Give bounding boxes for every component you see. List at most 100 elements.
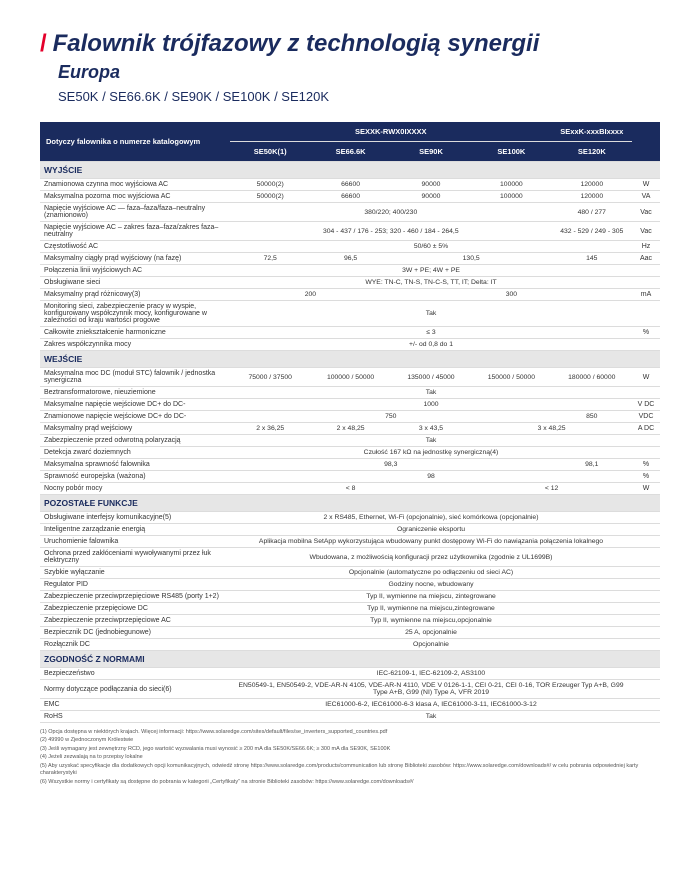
cell <box>632 639 660 651</box>
col-se66k: SE66.6K <box>310 142 390 162</box>
cell <box>632 548 660 567</box>
cell: 2 x RS485, Ethernet, Wi-Fi (opcjonalnie)… <box>230 512 632 524</box>
cell: % <box>632 327 660 339</box>
table-row: Bezpiecznik DC (jednobiegunowe)25 A, opc… <box>40 627 660 639</box>
col-se90k: SE90K <box>391 142 471 162</box>
cell: Obsługiwane sieci <box>40 277 230 289</box>
table-row: Obsługiwane interfejsy komunikacyjne(5)2… <box>40 512 660 524</box>
cell: Vac <box>632 203 660 222</box>
table-row: Maksymalna pozorna moc wyjściowa AC50000… <box>40 191 660 203</box>
cell: W <box>632 368 660 387</box>
cell: Napięcie wyjściowe AC — faza–faza/faza–n… <box>40 203 230 222</box>
cell: Maksymalny prąd różnicowy(3) <box>40 289 230 301</box>
table-row: Napięcie wyjściowe AC – zakres faza–faza… <box>40 222 660 241</box>
cell: 98,3 <box>230 459 552 471</box>
cell: Zabezpieczenie przeciwprzepięciowe AC <box>40 615 230 627</box>
cell: ≤ 3 <box>230 327 632 339</box>
cell: 100000 <box>471 179 551 191</box>
cell: Sprawność europejska (ważona) <box>40 471 230 483</box>
cell: Maksymalna pozorna moc wyjściowa AC <box>40 191 230 203</box>
cell: Maksymalny prąd wejściowy <box>40 423 230 435</box>
cell: 300 <box>391 289 632 301</box>
cell: Opcjonalnie <box>230 639 632 651</box>
cell: 750 <box>230 411 552 423</box>
cell: Całkowite zniekształcenie harmoniczne <box>40 327 230 339</box>
table-row: Zabezpieczenie przeciwprzepięciowe ACTyp… <box>40 615 660 627</box>
table-row: Maksymalny prąd wejściowy2 x 36,252 x 48… <box>40 423 660 435</box>
cell: Znamionowa czynna moc wyjściowa AC <box>40 179 230 191</box>
cell: EMC <box>40 699 230 711</box>
table-row: Zakres współczynnika mocy+/- od 0,8 do 1 <box>40 339 660 351</box>
cell: VA <box>632 191 660 203</box>
col-se50k: SE50K(1) <box>230 142 310 162</box>
footnote: (6) Wszystkie normy i certyfikaty są dos… <box>40 779 660 786</box>
table-row: Maksymalne napięcie wejściowe DC+ do DC-… <box>40 399 660 411</box>
table-row: Znamionowa czynna moc wyjściowa AC50000(… <box>40 179 660 191</box>
cell: 2 x 48,25 <box>310 423 390 435</box>
table-row: Monitoring sieci, zabezpieczenie pracy w… <box>40 301 660 327</box>
table-row: Regulator PIDGodziny nocne, wbudowany <box>40 579 660 591</box>
cell: Godziny nocne, wbudowany <box>230 579 632 591</box>
title-slash: / <box>40 30 47 58</box>
cell: Vac <box>632 222 660 241</box>
cell <box>632 579 660 591</box>
cell: Rozłącznik DC <box>40 639 230 651</box>
footnote: (3) Jeśli wymagany jest zewnętrzny RCD, … <box>40 746 660 753</box>
footnote: (4) Jeżeli zezwalają na to przepisy loka… <box>40 754 660 761</box>
cell <box>632 591 660 603</box>
cell: < 12 <box>471 483 632 495</box>
cell <box>632 536 660 548</box>
cell: Połączenia linii wyjściowych AC <box>40 265 230 277</box>
cell: A DC <box>632 423 660 435</box>
cell: 200 <box>230 289 391 301</box>
section-input: WEJŚCIE <box>40 351 660 368</box>
cell: 850 <box>552 411 632 423</box>
table-row: RoHSTak <box>40 711 660 723</box>
cell: Uruchomienie falownika <box>40 536 230 548</box>
cell: Typ II, wymienne na miejscu,opcjonalnie <box>230 615 632 627</box>
table-row: Maksymalna sprawność falownika98,398,1% <box>40 459 660 471</box>
table-row: EMCIEC61000-6-2, IEC61000-6-3 klasa A, I… <box>40 699 660 711</box>
cell: Napięcie wyjściowe AC – zakres faza–faza… <box>40 222 230 241</box>
cell: 304 - 437 / 176 - 253; 320 - 460 / 184 -… <box>230 222 552 241</box>
col-unit <box>632 122 660 162</box>
cell: IEC61000-6-2, IEC61000-6-3 klasa A, IEC6… <box>230 699 632 711</box>
cell <box>632 435 660 447</box>
cell: Typ II, wymienne na miejscu,zintegrowane <box>230 603 632 615</box>
footnotes: (1) Opcja dostępna w niektórych krajach.… <box>40 729 660 786</box>
col-se100k: SE100K <box>471 142 551 162</box>
cell <box>632 447 660 459</box>
col-group2: SExxK-xxxBIxxxx <box>552 122 632 142</box>
section-features: POZOSTAŁE FUNKCJE <box>40 495 660 512</box>
cell: Hz <box>632 241 660 253</box>
cell: 120000 <box>552 179 632 191</box>
table-row: Zabezpieczenie przed odwrotną polaryzacj… <box>40 435 660 447</box>
cell: Tak <box>230 711 632 723</box>
cell <box>632 524 660 536</box>
cell: Regulator PID <box>40 579 230 591</box>
cell <box>632 301 660 327</box>
cell: Wbudowana, z możliwością konfiguracji pr… <box>230 548 632 567</box>
cell: Ograniczenie eksportu <box>230 524 632 536</box>
cell <box>632 265 660 277</box>
cell: 135000 / 45000 <box>391 368 471 387</box>
table-row: Maksymalny prąd różnicowy(3)200300mA <box>40 289 660 301</box>
cell: 50000(2) <box>230 179 310 191</box>
cell <box>632 277 660 289</box>
cell: Maksymalne napięcie wejściowe DC+ do DC- <box>40 399 230 411</box>
table-row: Maksymalna moc DC (moduł STC) falownik /… <box>40 368 660 387</box>
cell: 100000 <box>471 191 551 203</box>
cell: +/- od 0,8 do 1 <box>230 339 632 351</box>
model-list: SE50K / SE66.6K / SE90K / SE100K / SE120… <box>58 89 660 104</box>
cell: Tak <box>230 301 632 327</box>
cell: 130,5 <box>391 253 552 265</box>
table-row: Detekcja zwarć doziemnychCzułość 167 kΩ … <box>40 447 660 459</box>
cell: 50/60 ± 5% <box>230 241 632 253</box>
cell: Inteligentne zarządzanie energią <box>40 524 230 536</box>
cell: 150000 / 50000 <box>471 368 551 387</box>
cell: Obsługiwane interfejsy komunikacyjne(5) <box>40 512 230 524</box>
cell: V DC <box>632 399 660 411</box>
table-row: Całkowite zniekształcenie harmoniczne≤ 3… <box>40 327 660 339</box>
cell: 3 x 43,5 <box>391 423 471 435</box>
spec-table: Dotyczy falownika o numerze katalogowym … <box>40 122 660 723</box>
